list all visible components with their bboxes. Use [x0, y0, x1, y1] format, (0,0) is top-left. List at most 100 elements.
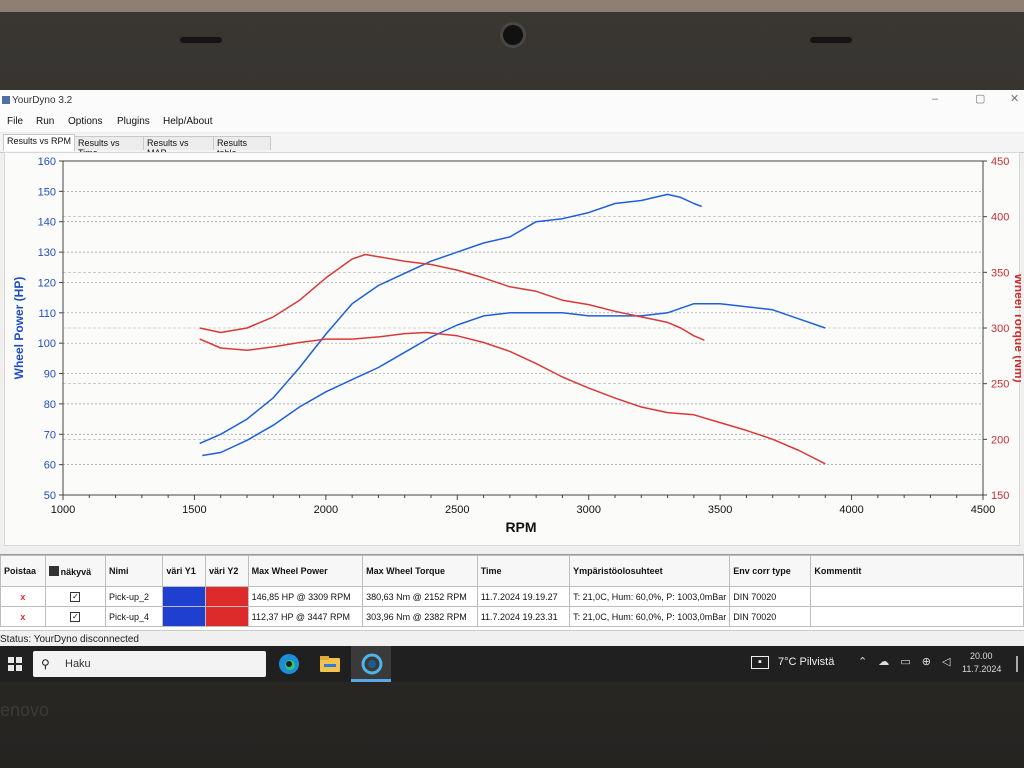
col-delete: Poistaa — [0, 555, 46, 587]
y2-tick-label: 350 — [991, 267, 1009, 279]
col-time: Time — [476, 555, 571, 587]
col-color-y2: väri Y2 — [205, 555, 249, 587]
menu-help-about[interactable]: Help/About — [163, 116, 213, 127]
tab-results-vs-map[interactable]: Results vs MAP — [143, 136, 214, 158]
menu-file[interactable]: File — [7, 116, 24, 127]
x-tick-label: 4000 — [839, 504, 863, 516]
weather-icon[interactable]: ▪ — [751, 656, 769, 669]
y-tick-label: 80 — [44, 399, 56, 411]
y-tick-label: 110 — [38, 308, 56, 320]
taskbar-search-input[interactable]: ⚲ Haku — [33, 651, 266, 677]
y-tick-label: 90 — [44, 369, 56, 381]
max-power-value: 112,37 HP @ 3447 RPM — [247, 606, 364, 627]
env-value: T: 21,0C, Hum: 60,0%, P: 1003,0mBar — [569, 586, 731, 607]
col-name: Nimi — [104, 555, 164, 587]
menu-options[interactable]: Options — [68, 116, 103, 127]
show-desktop-button[interactable] — [1016, 656, 1018, 672]
y2-axis-label: Wheel Torque (Nm) — [1012, 273, 1021, 382]
visible-checkbox[interactable]: ✓ — [70, 612, 81, 622]
laptop-brand-logo: enovo — [0, 700, 50, 720]
color-y2-swatch[interactable] — [205, 606, 249, 627]
max-torque-value: 303,96 Nm @ 2382 RPM — [362, 606, 478, 627]
col-visible-label: näkyvä — [60, 566, 92, 577]
yourdyno-app-icon[interactable] — [360, 652, 384, 676]
env-value: T: 21,0C, Hum: 60,0%, P: 1003,0mBar — [569, 606, 731, 627]
series-line-pick-up-4-torque — [199, 331, 826, 465]
y-tick-label: 160 — [38, 156, 56, 168]
tab-results-vs-time[interactable]: Results vs Time — [74, 136, 144, 158]
delete-row-button[interactable]: x — [0, 586, 46, 607]
clock-date[interactable]: 11.7.2024 — [962, 664, 1002, 674]
y-tick-label: 150 — [38, 186, 56, 198]
bezel-slot-left — [180, 37, 222, 43]
y2-tick-label: 300 — [991, 323, 1009, 335]
comment-field[interactable] — [810, 606, 1024, 627]
bezel-slot-right — [810, 37, 852, 43]
maximize-icon[interactable]: ▢ — [975, 93, 986, 105]
menu-bar: File Run Options Plugins Help/About — [0, 112, 1024, 132]
y2-tick-label: 450 — [991, 156, 1009, 168]
table-row[interactable]: x ✓ Pick-up_2 146,85 HP @ 3309 RPM 380,6… — [0, 586, 1024, 607]
screen: YourDyno 3.2 – ▢ ✕ File Run Options Plug… — [0, 90, 1024, 682]
windows-start-icon[interactable] — [8, 657, 22, 671]
color-y2-swatch[interactable] — [205, 586, 249, 607]
col-comment: Kommentit — [810, 555, 1024, 587]
app-icon — [2, 96, 10, 104]
edge-browser-icon[interactable] — [277, 652, 301, 676]
weather-text[interactable]: 7°C Pilvistä — [778, 656, 835, 668]
color-y1-swatch[interactable] — [162, 606, 206, 627]
y2-tick-label: 200 — [991, 434, 1009, 446]
window-title: YourDyno 3.2 — [12, 95, 73, 106]
y-tick-label: 50 — [44, 490, 56, 502]
taskbar: ⚲ Haku ▪ 7°C Pilvistä ⌃ ☁ ▭ ⊕ ◁ 20.00 11… — [0, 646, 1024, 682]
tab-results-table[interactable]: Results table — [213, 136, 271, 158]
x-tick-label: 4500 — [971, 504, 995, 516]
col-max-torque: Max Wheel Torque — [362, 555, 478, 587]
system-tray-icons[interactable]: ⌃ ☁ ▭ ⊕ ◁ — [858, 656, 955, 668]
env-corr-value: DIN 70020 — [729, 606, 812, 627]
col-color-y1: väri Y1 — [162, 555, 206, 587]
tick-layer: 50 60 70 80 90 100 110 120 130 140 150 160 150 200 250… — [38, 156, 1010, 516]
visible-all-checkbox[interactable] — [48, 565, 59, 576]
results-table-panel: Poistaa näkyvä Nimi väri Y1 väri Y2 Max … — [0, 554, 1024, 637]
y-tick-label: 100 — [38, 338, 56, 350]
table-row[interactable]: x ✓ Pick-up_4 112,37 HP @ 3447 RPM 303,9… — [0, 606, 1024, 627]
tab-bar: Results vs RPM Results vs Time Results v… — [0, 134, 1024, 158]
series-layer — [199, 193, 826, 465]
close-icon[interactable]: ✕ — [1010, 93, 1020, 105]
color-y1-swatch[interactable] — [162, 586, 206, 607]
chart-canvas: 50 60 70 80 90 100 110 120 130 140 150 160 150 200 250… — [12, 156, 1021, 535]
comment-field[interactable] — [810, 586, 1024, 607]
search-placeholder: Haku — [65, 658, 91, 670]
y2-tick-label: 400 — [991, 212, 1009, 224]
dyno-chart: 50 60 70 80 90 100 110 120 130 140 150 160 150 200 250… — [4, 152, 1021, 546]
table-header-row: Poistaa näkyvä Nimi väri Y1 väri Y2 Max … — [0, 555, 1024, 587]
clock-time[interactable]: 20.00 — [970, 651, 993, 661]
file-explorer-icon[interactable] — [318, 652, 342, 676]
visible-checkbox[interactable]: ✓ — [70, 592, 81, 602]
tab-results-vs-rpm[interactable]: Results vs RPM — [3, 134, 75, 151]
x-tick-label: 3500 — [708, 504, 732, 516]
series-line-pick-up-4-power — [202, 302, 826, 457]
y-axis-label: Wheel Power (HP) — [12, 277, 26, 380]
x-tick-label: 3000 — [576, 504, 600, 516]
menu-plugins[interactable]: Plugins — [117, 116, 150, 127]
col-visible: näkyvä — [44, 555, 107, 587]
y-tick-label: 70 — [44, 429, 56, 441]
menu-run[interactable]: Run — [36, 116, 55, 127]
delete-row-button[interactable]: x — [0, 606, 46, 627]
x-tick-label: 2000 — [314, 504, 338, 516]
x-tick-label: 2500 — [445, 504, 469, 516]
search-icon: ⚲ — [41, 657, 50, 671]
results-table: Poistaa näkyvä Nimi väri Y1 väri Y2 Max … — [0, 555, 1024, 627]
time-value: 11.7.2024 19.19.27 — [476, 586, 571, 607]
col-env: Ympäristöolosuhteet — [569, 555, 731, 587]
env-corr-value: DIN 70020 — [729, 586, 812, 607]
status-bar: Status: YourDyno disconnected — [0, 630, 1024, 647]
y-tick-label: 130 — [38, 247, 56, 259]
y2-tick-label: 150 — [991, 490, 1009, 502]
max-torque-value: 380,63 Nm @ 2152 RPM — [362, 586, 478, 607]
minimize-icon[interactable]: – — [932, 93, 939, 105]
series-line-pick-up-2-torque — [199, 253, 705, 341]
